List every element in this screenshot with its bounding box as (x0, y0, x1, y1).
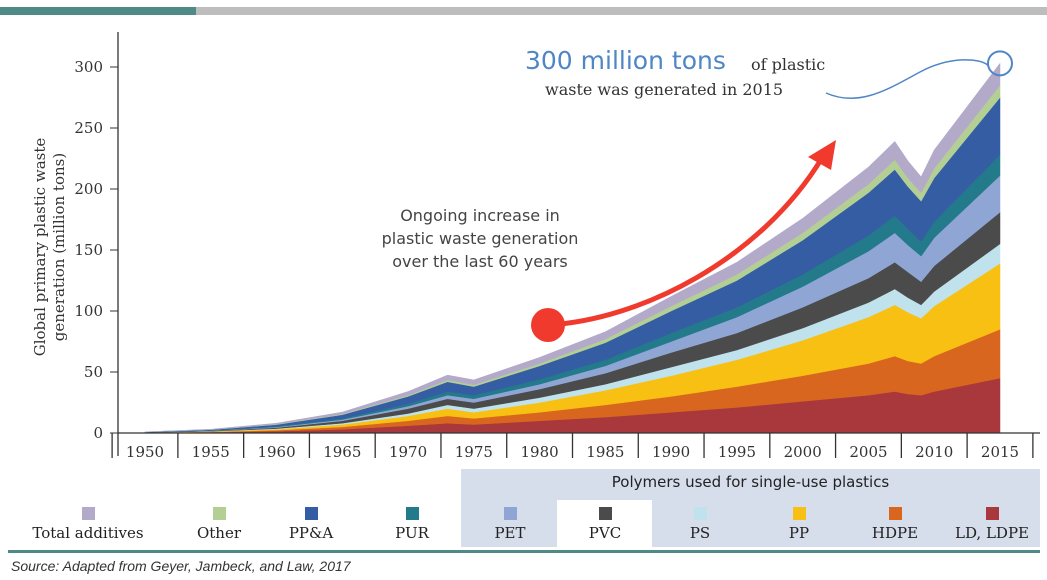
annotation-highlight: 300 million tons (525, 46, 726, 75)
legend-item-ps: PS (640, 507, 760, 542)
legend-swatch (304, 507, 318, 520)
x-tick-label: 2015 (981, 443, 1019, 461)
y-axis-label: Global primary plastic waste generation … (31, 97, 69, 397)
legend-label: LD, LDPE (954, 524, 1030, 542)
legend-item-total-additives: Total additives (28, 507, 148, 542)
trend-arrow (545, 155, 825, 328)
area-series-group (144, 62, 1001, 434)
x-tick-label: 1960 (257, 443, 295, 461)
tick-labels-group: 0 50 100 150 200 250 300 1950 1955 1960 1965 1970 19… (74, 58, 1019, 461)
legend-label: PP (788, 524, 810, 542)
y-tick-label: 250 (74, 119, 103, 137)
y-tick-label: 50 (84, 363, 103, 381)
legend-swatch (598, 507, 612, 520)
x-tick-label: 1950 (126, 443, 164, 461)
peak-highlight-circle (987, 50, 1013, 77)
annotation-line-2: waste was generated in 2015 (545, 80, 784, 99)
callout-connector (825, 59, 989, 100)
legend-swatch (792, 507, 806, 520)
trend-line-1: Ongoing increase in (400, 206, 560, 225)
y-tick-label: 0 (93, 424, 103, 442)
legend-item-pur: PUR (352, 507, 472, 542)
single-use-polymers-title: Polymers used for single-use plastics (611, 473, 890, 491)
legend-swatch (693, 507, 707, 520)
trend-arrow-head (808, 140, 836, 170)
legend-item-pp: PP (739, 507, 859, 542)
annotation-graphics-group (531, 50, 1013, 342)
legend-item-pet: PET (450, 507, 570, 542)
x-tick-label: 1975 (455, 443, 493, 461)
legend-swatch (212, 507, 226, 520)
annotation-line-1: of plastic (751, 55, 826, 74)
area-total-additives (144, 62, 1001, 433)
x-tick-label: 2005 (849, 443, 887, 461)
x-tick-label: 1990 (652, 443, 690, 461)
x-tick-label: 1970 (389, 443, 427, 461)
y-tick-label: 150 (74, 241, 103, 259)
x-tick-label: 1995 (718, 443, 756, 461)
top-gray-bar (196, 7, 1047, 15)
legend-label: PUR (395, 524, 429, 542)
legend-item-ld-ldpe: LD, LDPE (932, 507, 1047, 542)
legend-item-other: Other (159, 507, 279, 542)
trend-arrow-start-dot (531, 308, 565, 342)
x-tick-label: 1980 (521, 443, 559, 461)
trend-line-2: plastic waste generation (381, 229, 579, 248)
legend-label: Total additives (32, 524, 144, 542)
legend-item-pvc: PVC (545, 507, 665, 542)
y-tick-label: 200 (74, 180, 103, 198)
y-tick-label: 100 (74, 302, 103, 320)
y-axis-label-line-1: Global primary plastic waste (31, 137, 49, 357)
legend-label: HDPE (871, 524, 919, 542)
legend-swatch (503, 507, 517, 520)
x-tick-label: 2010 (915, 443, 953, 461)
source-note: Source: Adapted from Geyer, Jambeck, and… (11, 558, 351, 574)
legend-item-hdpe: HDPE (835, 507, 955, 542)
x-tick-label: 1965 (323, 443, 361, 461)
trend-annotation: Ongoing increase in plastic waste genera… (350, 204, 610, 273)
x-tick-label: 1955 (192, 443, 230, 461)
legend-swatch (405, 507, 419, 520)
top-accent-bar (0, 7, 196, 15)
bottom-rule (8, 550, 1040, 553)
x-tick-label: 2000 (784, 443, 822, 461)
legend-label: Other (196, 524, 242, 542)
legend-swatch (888, 507, 902, 520)
axes-group (110, 32, 1040, 458)
stacked-area-chart: 0 50 100 150 200 250 300 1950 1955 1960 1965 1970 19… (74, 32, 1040, 461)
trend-line-3: over the last 60 years (392, 252, 568, 271)
legend-label: PVC (588, 524, 622, 542)
y-axis-label-line-2: generation (million tons) (50, 152, 68, 342)
legend-label: PS (689, 524, 711, 542)
y-tick-label: 300 (74, 58, 103, 76)
legend-label: PP&A (288, 524, 334, 542)
legend-item-pp-a: PP&A (251, 507, 371, 542)
legend-label: PET (494, 524, 526, 542)
legend-swatch (985, 507, 999, 520)
x-tick-label: 1985 (586, 443, 624, 461)
legend-swatch (81, 507, 95, 520)
